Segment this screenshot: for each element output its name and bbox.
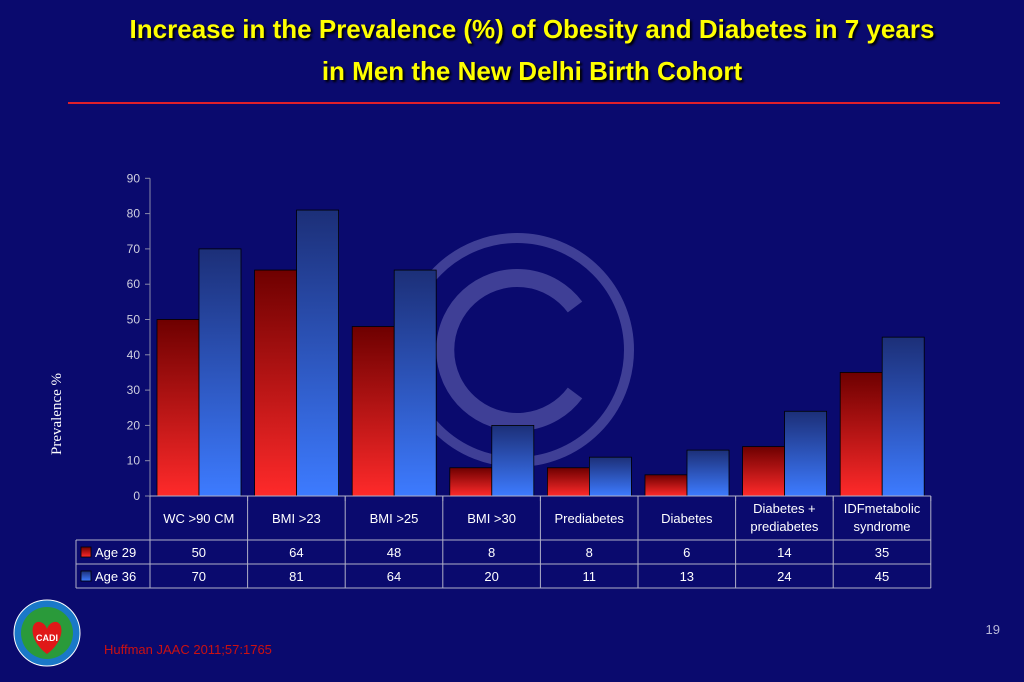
data-label: 8 — [488, 545, 495, 560]
y-tick-label: 10 — [127, 454, 141, 468]
y-tick-label: 20 — [127, 418, 141, 432]
data-label: 48 — [387, 545, 401, 560]
y-tick-label: 50 — [127, 313, 141, 327]
bar-age-29 — [547, 467, 590, 497]
data-label: 64 — [289, 545, 303, 560]
legend-label: Age 29 — [95, 545, 136, 560]
legend-label: Age 36 — [95, 569, 136, 584]
category-label: Diabetes — [661, 511, 713, 526]
category-label: syndrome — [853, 519, 910, 534]
category-label: Prediabetes — [555, 511, 625, 526]
y-tick-label: 30 — [127, 383, 141, 397]
bar-age-29 — [449, 467, 493, 497]
category-label: IDFmetabolic — [844, 501, 921, 516]
category-label: BMI >25 — [370, 511, 419, 526]
bar-age-36 — [296, 209, 340, 497]
y-tick-label: 60 — [127, 277, 141, 291]
data-label: 70 — [192, 569, 206, 584]
bar-age-36 — [198, 248, 242, 497]
title-divider — [68, 102, 1000, 104]
y-tick-label: 0 — [133, 489, 140, 503]
data-label: 24 — [777, 569, 791, 584]
slide-title: Increase in the Prevalence (%) of Obesit… — [40, 8, 1024, 92]
category-label: Diabetes + — [753, 501, 816, 516]
data-label: 64 — [387, 569, 401, 584]
data-label: 35 — [875, 545, 889, 560]
y-axis-label: Prevalence % — [49, 373, 65, 455]
y-tick-label: 70 — [127, 242, 141, 256]
category-label: BMI >30 — [467, 511, 516, 526]
data-label: 20 — [484, 569, 498, 584]
data-label: 6 — [683, 545, 690, 560]
logo-text: CADI — [36, 633, 58, 643]
data-label: 50 — [192, 545, 206, 560]
bar-age-29 — [254, 269, 298, 497]
data-label: 45 — [875, 569, 889, 584]
bar-age-29 — [351, 326, 395, 497]
bar-age-29 — [839, 372, 883, 497]
bar-age-29 — [644, 474, 688, 497]
title-line-1: Increase in the Prevalence (%) of Obesit… — [129, 14, 935, 44]
y-tick-label: 40 — [127, 348, 141, 362]
bar-age-36 — [686, 449, 730, 497]
page-number: 19 — [985, 622, 1000, 637]
category-label: WC >90 CM — [163, 511, 234, 526]
data-label: 11 — [582, 569, 596, 584]
citation: Huffman JAAC 2011;57:1765 — [104, 642, 272, 657]
category-label: BMI >23 — [272, 511, 321, 526]
legend-swatch-age-36 — [80, 570, 92, 582]
data-label: 14 — [777, 545, 791, 560]
y-tick-label: 90 — [127, 171, 141, 185]
bar-age-36 — [393, 269, 437, 497]
data-label: 8 — [586, 545, 593, 560]
data-label: 81 — [289, 569, 303, 584]
bar-age-36 — [491, 424, 535, 497]
data-label: 13 — [680, 569, 694, 584]
title-line-2: in Men the New Delhi Birth Cohort — [321, 56, 743, 86]
bar-age-36 — [784, 410, 827, 497]
y-tick-label: 80 — [127, 207, 141, 221]
legend-swatch-age-29 — [80, 546, 92, 558]
bar-age-29 — [742, 446, 785, 497]
bar-age-36 — [881, 336, 925, 497]
bar-age-36 — [589, 456, 632, 497]
category-label: prediabetes — [750, 519, 818, 534]
bar-age-29 — [156, 319, 200, 497]
cadi-logo: CADI — [13, 599, 81, 667]
